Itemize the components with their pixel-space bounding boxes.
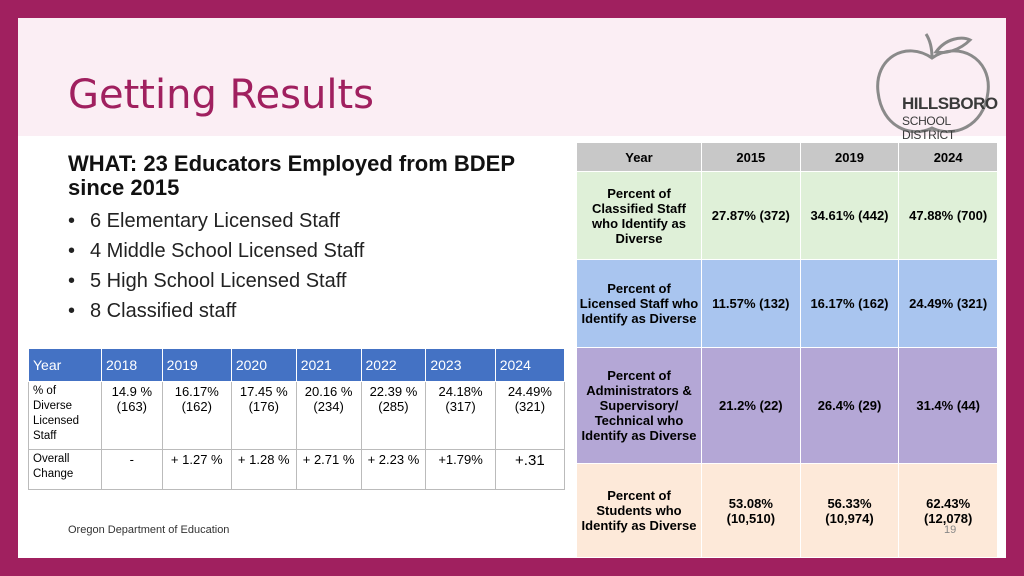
table-cell: 22.39 % (285) [360, 381, 427, 450]
table-cell: 24.49% (321) [898, 259, 998, 348]
table-cell: 17.45 % (176) [230, 381, 297, 450]
row-label: Percent of Classified Staff who Identify… [576, 171, 702, 260]
column-header: 2021 [295, 348, 362, 382]
column-header: Year [28, 348, 102, 382]
table-cell: + 1.27 % [161, 449, 232, 490]
table-cell: 62.43% (12,078) [898, 463, 998, 558]
bullet-item: • 5 High School Licensed Staff [68, 270, 347, 292]
table-cell: 16.17% (162) [161, 381, 232, 450]
footer-source: Oregon Department of Education [68, 524, 230, 536]
table-cell: 47.88% (700) [898, 171, 998, 260]
table-cell: - [101, 449, 163, 490]
table-header-row: Year 2018 2019 2020 2021 2022 2023 2024 [28, 348, 566, 382]
logo-line1: HILLSBORO [902, 94, 998, 113]
apple-icon [876, 33, 990, 134]
column-header: 2019 [799, 142, 900, 172]
licensed-staff-table: Year 2018 2019 2020 2021 2022 2023 2024 … [28, 348, 566, 490]
section-heading: WHAT: 23 Educators Employed from BDEP si… [68, 151, 515, 200]
table-cell: + 1.28 % [230, 449, 297, 490]
table-cell: 27.87% (372) [701, 171, 801, 260]
row-label: % of Diverse Licensed Staff [28, 381, 102, 450]
table-cell: 16.17% (162) [799, 259, 900, 348]
bullet-item: • 8 Classified staff [68, 300, 237, 322]
table-cell: 26.4% (29) [799, 347, 900, 464]
table-cell: 20.16 % (234) [295, 381, 362, 450]
column-header: 2022 [360, 348, 427, 382]
table-cell: 34.61% (442) [799, 171, 900, 260]
row-label: Percent of Administrators & Supervisory/… [576, 347, 702, 464]
bullet-item: • 6 Elementary Licensed Staff [68, 210, 340, 232]
column-header: 2018 [101, 348, 163, 382]
diversity-comparison-table: Year 2015 2019 2024 Percent of Classifie… [576, 142, 998, 558]
bullet-list: • 6 Elementary Licensed Staff • 4 Middle S… [68, 206, 364, 326]
logo-line2: SCHOOL DISTRICT [902, 114, 955, 142]
column-header: 2024 [898, 142, 998, 172]
table-row: % of Diverse Licensed Staff 14.9 % (163)… [28, 381, 566, 450]
column-header: 2024 [494, 348, 566, 382]
table-cell: 53.08% (10,510) [701, 463, 801, 558]
table-row: Overall Change - + 1.27 % + 1.28 % + 2.7… [28, 449, 566, 490]
table-cell: + 2.71 % [295, 449, 362, 490]
district-logo: HILLSBORO SCHOOL DISTRICT [866, 30, 998, 142]
table-cell: 24.18% (317) [425, 381, 496, 450]
slide: Getting Results HILLSBORO SCHOOL DISTRIC… [18, 18, 1006, 558]
table-cell: +.31 [494, 449, 566, 490]
table-cell: 21.2% (22) [701, 347, 801, 464]
page-number: 19 [944, 524, 957, 536]
table-row: Percent of Licensed Staff who Identify a… [576, 259, 998, 348]
column-header: 2020 [230, 348, 297, 382]
title-band [18, 18, 1006, 136]
column-header: Year [576, 142, 702, 172]
table-header-row: Year 2015 2019 2024 [576, 142, 998, 172]
row-label: Percent of Licensed Staff who Identify a… [576, 259, 702, 348]
table-cell: + 2.23 % [360, 449, 427, 490]
row-label: Overall Change [28, 449, 102, 490]
table-row: Percent of Administrators & Supervisory/… [576, 347, 998, 464]
table-cell: 11.57% (132) [701, 259, 801, 348]
table-cell: 31.4% (44) [898, 347, 998, 464]
table-cell: 24.49% (321) [494, 381, 566, 450]
table-row: Percent of Students who Identify as Dive… [576, 463, 998, 558]
row-label: Percent of Students who Identify as Dive… [576, 463, 702, 558]
column-header: 2019 [161, 348, 232, 382]
column-header: 2015 [701, 142, 801, 172]
table-row: Percent of Classified Staff who Identify… [576, 171, 998, 260]
table-cell: 56.33% (10,974) [799, 463, 900, 558]
page-title: Getting Results [68, 72, 374, 118]
column-header: 2023 [425, 348, 496, 382]
table-cell: 14.9 % (163) [101, 381, 163, 450]
bullet-item: • 4 Middle School Licensed Staff [68, 240, 365, 262]
table-cell: +1.79% [425, 449, 496, 490]
